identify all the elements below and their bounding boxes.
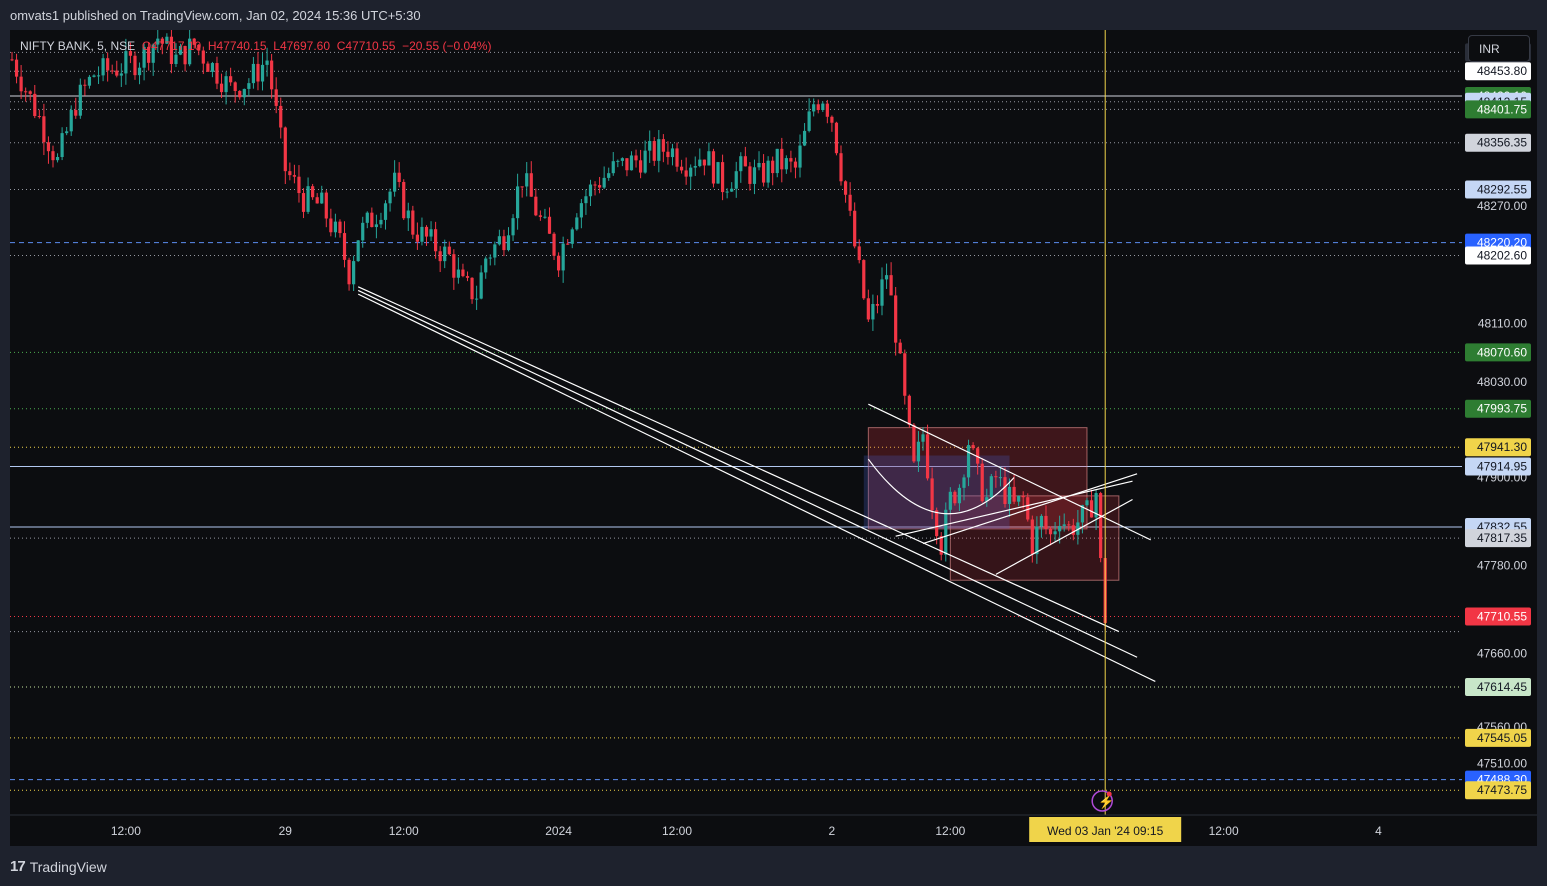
legend-change: −20.55 (−0.04%) [402, 39, 492, 53]
brand-name: TradingView [29, 858, 107, 875]
chart-pane[interactable] [10, 30, 1537, 846]
publish-line: omvats1 published on TradingView.com, Ja… [10, 8, 421, 23]
legend-symbol: NIFTY BANK, 5, NSE [20, 39, 136, 53]
legend-close: C47710.55 [336, 39, 396, 53]
footer-bar: 17 TradingView [0, 846, 1547, 886]
tradingview-logo-icon: 17 [10, 858, 26, 875]
publish-header: omvats1 published on TradingView.com, Ja… [0, 0, 1547, 30]
legend-low: L47697.60 [273, 39, 331, 53]
legend-high: H47740.15 [207, 39, 267, 53]
tradingview-logo[interactable]: 17 TradingView [10, 858, 107, 875]
ohlc-legend: NIFTY BANK, 5, NSE O47717.10 H47740.15 L… [20, 39, 491, 53]
currency-button[interactable]: INR [1468, 35, 1530, 62]
legend-open: O47717.10 [141, 39, 202, 53]
